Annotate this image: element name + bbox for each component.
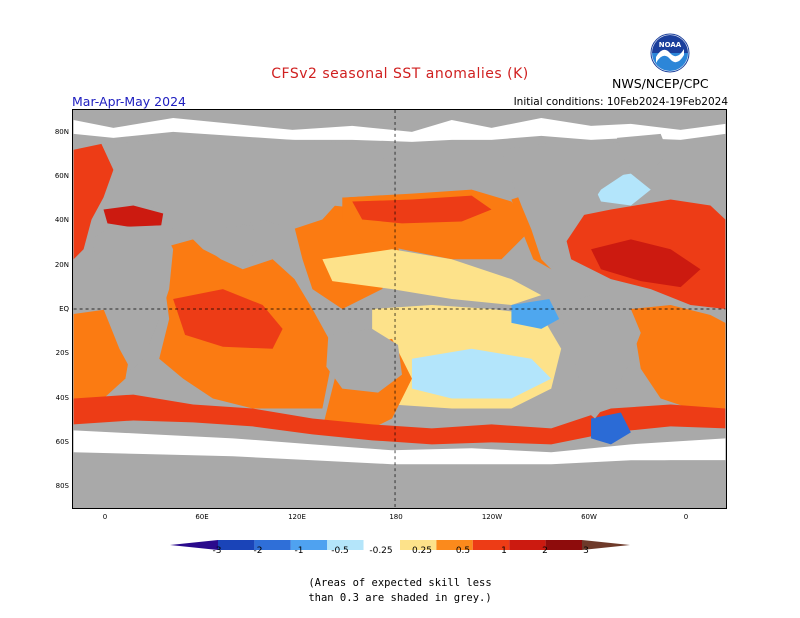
arctic-ocean-region <box>73 117 726 142</box>
drake-passage-cool <box>591 412 631 445</box>
colorbar-segment <box>436 540 473 550</box>
mediterranean-warm <box>103 205 164 228</box>
skill-note-line: than 0.3 are shaded in grey.) <box>308 592 492 604</box>
greenland-land <box>616 133 669 172</box>
colorbar-segment <box>363 540 400 550</box>
colorbar-label: 0.25 <box>411 546 433 556</box>
map-title: CFSv2 seasonal SST anomalies (K) <box>271 66 529 82</box>
logo-text: NOAA <box>659 41 682 49</box>
colorbar-label: -0.5 <box>331 546 349 556</box>
colorbar-label: -2 <box>253 546 263 556</box>
lat-label: 40N <box>54 216 69 224</box>
skill-note: (Areas of expected skill less than 0.3 a… <box>0 576 800 606</box>
colorbar-segment <box>400 540 437 550</box>
lat-label: 80N <box>54 128 69 136</box>
lat-label: 40S <box>55 394 69 402</box>
colorbar-segment <box>254 540 291 550</box>
colorbar-label: 1 <box>501 546 507 556</box>
colorbar-label: -3 <box>212 546 222 556</box>
africa-land <box>91 225 174 371</box>
north-atlantic-strong-warm <box>591 239 701 288</box>
europe-asia-land <box>101 137 393 260</box>
lon-label: 120W <box>481 513 503 521</box>
peru-coast-cool <box>511 299 560 329</box>
indian-ocean-strong-warm <box>173 289 283 349</box>
colorbar <box>170 540 630 550</box>
colorbar-label: -0.25 <box>369 546 393 556</box>
lat-label: 60N <box>54 172 69 180</box>
noaa-logo-icon: NOAA <box>650 33 690 73</box>
east-atlantic-warm <box>73 143 114 260</box>
lon-label: 60E <box>195 513 209 521</box>
initial-conditions-label: Initial conditions: 10Feb2024-19Feb2024 <box>513 96 728 108</box>
north-pacific-strong-warm <box>352 195 492 224</box>
india-land <box>222 225 259 270</box>
colorbar-arrow-left <box>170 540 218 550</box>
lat-label: 60S <box>55 438 69 446</box>
colorbar-segment <box>545 540 582 550</box>
lon-label: 120E <box>288 513 306 521</box>
lat-label: 20S <box>55 349 69 357</box>
colorbar-label: 3 <box>583 546 589 556</box>
lat-label: EQ <box>59 305 69 313</box>
lon-label: 0 <box>102 513 108 521</box>
southeast-pacific-cool <box>411 348 552 399</box>
central-pacific-light-warm <box>322 249 542 306</box>
colorbar-segment <box>327 540 364 550</box>
south-atlantic-warm <box>630 305 726 409</box>
lon-label: 180 <box>389 513 403 521</box>
lat-label: 80S <box>55 482 69 490</box>
north-america-land <box>501 139 631 270</box>
antarctica-land <box>73 460 726 508</box>
agency-label: NWS/NCEP/CPC <box>612 76 709 91</box>
sst-anomaly-map <box>72 109 727 509</box>
colorbar-label: 0.5 <box>455 546 471 556</box>
colorbar-arrow-right <box>582 540 630 550</box>
australia-land <box>326 328 402 393</box>
colorbar-label: -1 <box>294 546 304 556</box>
colorbar-segment <box>290 540 328 550</box>
southern-ocean-cool <box>73 430 726 465</box>
lon-label: 60W <box>581 513 597 521</box>
lon-label: 0 <box>683 513 689 521</box>
colorbar-segment <box>509 540 546 550</box>
southern-ocean-warm <box>73 394 726 445</box>
season-label: Mar-Apr-May 2024 <box>72 94 186 109</box>
skill-note-line: (Areas of expected skill less <box>308 577 492 589</box>
colorbar-segment <box>218 540 255 550</box>
colorbar-label: 2 <box>542 546 548 556</box>
colorbar-segment <box>472 540 510 550</box>
south-america-land <box>559 295 641 419</box>
lat-label: 20N <box>54 261 69 269</box>
